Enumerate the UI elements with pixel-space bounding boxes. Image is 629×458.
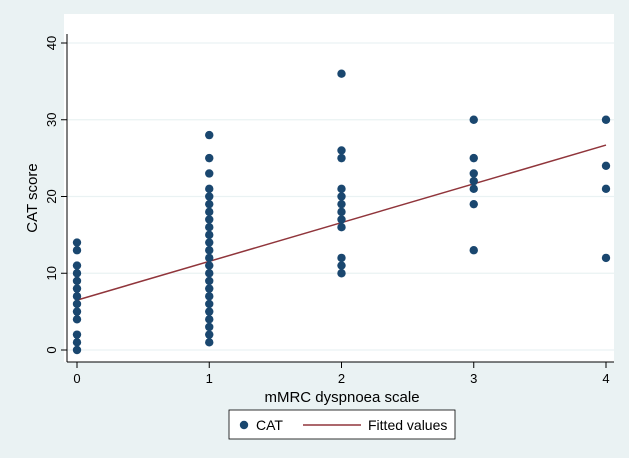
- data-point: [469, 169, 478, 178]
- data-point: [337, 261, 346, 270]
- data-point: [205, 284, 214, 293]
- data-point: [205, 238, 214, 247]
- data-point: [469, 184, 478, 194]
- data-point: [601, 253, 611, 263]
- data-point: [72, 269, 82, 278]
- x-axis-title: mMRC dyspnoea scale: [264, 389, 419, 406]
- data-point: [205, 307, 214, 316]
- data-point: [205, 315, 214, 324]
- data-point: [337, 215, 346, 224]
- y-tick-label: 0: [44, 346, 59, 353]
- x-tick-label: 2: [338, 371, 345, 386]
- data-point: [205, 261, 214, 270]
- y-axis-ticks: 0 10 20 30 40: [44, 36, 67, 354]
- legend-label-fitted: Fitted values: [368, 417, 447, 433]
- data-point: [72, 284, 82, 293]
- data-point: [337, 269, 346, 278]
- data-point: [337, 69, 346, 78]
- data-point: [337, 253, 346, 263]
- data-point: [205, 330, 214, 339]
- y-axis-title: CAT score: [24, 163, 41, 232]
- data-point: [72, 276, 82, 286]
- data-point: [72, 307, 82, 316]
- data-point: [205, 230, 214, 240]
- data-point: [72, 261, 82, 270]
- x-tick-label: 1: [206, 371, 213, 386]
- data-point: [72, 292, 82, 301]
- data-point: [205, 276, 214, 286]
- data-point: [337, 207, 346, 217]
- data-point: [601, 184, 611, 194]
- data-point: [205, 253, 214, 263]
- data-point: [337, 184, 346, 194]
- data-point: [205, 184, 214, 194]
- data-point: [469, 153, 478, 163]
- y-tick-label: 30: [44, 113, 59, 127]
- data-point: [205, 207, 214, 217]
- data-point: [601, 161, 611, 170]
- legend: CAT Fitted values: [228, 409, 456, 440]
- data-point: [72, 246, 82, 255]
- data-point: [205, 246, 214, 255]
- data-point: [469, 115, 478, 124]
- data-point: [469, 199, 478, 209]
- data-point: [337, 146, 346, 155]
- data-point: [205, 223, 214, 232]
- x-tick-label: 3: [470, 371, 477, 386]
- data-point: [205, 169, 214, 178]
- data-point: [205, 322, 214, 332]
- data-point: [205, 215, 214, 224]
- data-point: [205, 292, 214, 301]
- legend-marker-cat: [239, 420, 249, 430]
- data-point: [205, 130, 214, 140]
- x-tick-label: 0: [73, 371, 80, 386]
- data-point: [72, 330, 82, 339]
- data-point: [205, 338, 214, 347]
- y-tick-label: 40: [44, 36, 59, 50]
- data-point: [72, 345, 82, 355]
- data-point: [72, 315, 82, 324]
- data-point: [205, 299, 214, 309]
- scatter-points: [72, 69, 611, 355]
- data-point: [72, 238, 82, 247]
- data-point: [205, 192, 214, 201]
- data-point: [469, 176, 478, 186]
- legend-label-cat: CAT: [256, 417, 283, 433]
- data-point: [337, 192, 346, 201]
- data-point: [72, 338, 82, 347]
- data-point: [205, 199, 214, 209]
- y-tick-label: 10: [44, 266, 59, 280]
- data-point: [205, 269, 214, 278]
- data-point: [205, 153, 214, 163]
- x-tick-label: 4: [602, 371, 609, 386]
- data-point: [337, 223, 346, 232]
- data-point: [469, 246, 478, 255]
- data-point: [337, 153, 346, 163]
- data-point: [601, 115, 611, 124]
- x-axis-ticks: 0 1 2 3 4: [73, 362, 610, 386]
- y-tick-label: 20: [44, 189, 59, 203]
- data-point: [72, 299, 82, 309]
- data-point: [337, 199, 346, 209]
